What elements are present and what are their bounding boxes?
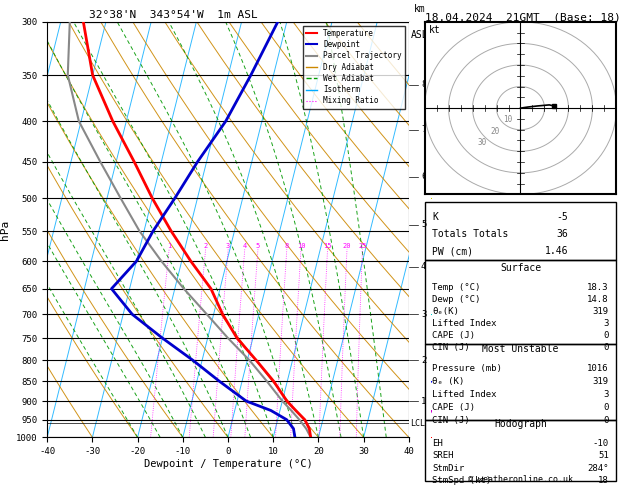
Y-axis label: hPa: hPa <box>1 220 11 240</box>
Text: StmSpd (kt): StmSpd (kt) <box>432 476 491 485</box>
Text: ASL: ASL <box>411 30 429 40</box>
Text: K: K <box>432 212 438 222</box>
Text: 0: 0 <box>603 403 609 412</box>
Text: 1: 1 <box>421 397 426 405</box>
Text: kt: kt <box>428 25 440 35</box>
Text: Lifted Index: Lifted Index <box>432 319 497 329</box>
Text: 10: 10 <box>503 115 513 124</box>
Text: 36: 36 <box>557 229 569 239</box>
Text: Totals Totals: Totals Totals <box>432 229 509 239</box>
Text: Most Unstable: Most Unstable <box>482 344 559 354</box>
Text: 51: 51 <box>598 451 609 461</box>
Bar <box>425 344 616 420</box>
Text: 1016: 1016 <box>587 364 609 373</box>
Text: -5: -5 <box>557 212 569 222</box>
Text: 7: 7 <box>421 125 426 134</box>
Text: 25: 25 <box>358 243 367 249</box>
Text: 1: 1 <box>167 243 171 249</box>
Text: km: km <box>414 3 426 14</box>
Text: 18.04.2024  21GMT  (Base: 18): 18.04.2024 21GMT (Base: 18) <box>425 12 620 22</box>
Text: 10: 10 <box>297 243 305 249</box>
Text: PW (cm): PW (cm) <box>432 246 474 256</box>
Text: 1.46: 1.46 <box>545 246 569 256</box>
Text: 2: 2 <box>203 243 208 249</box>
Text: CIN (J): CIN (J) <box>432 416 470 425</box>
Text: Dewp (°C): Dewp (°C) <box>432 295 481 304</box>
X-axis label: Dewpoint / Temperature (°C): Dewpoint / Temperature (°C) <box>143 459 313 469</box>
Text: 14.8: 14.8 <box>587 295 609 304</box>
Text: 8: 8 <box>421 80 426 89</box>
Text: Surface: Surface <box>500 263 541 273</box>
Text: 319: 319 <box>593 307 609 316</box>
Text: Temp (°C): Temp (°C) <box>432 283 481 292</box>
Text: 8: 8 <box>285 243 289 249</box>
Text: SREH: SREH <box>432 451 454 461</box>
Text: CAPE (J): CAPE (J) <box>432 403 476 412</box>
Text: Pressure (mb): Pressure (mb) <box>432 364 502 373</box>
Text: 4: 4 <box>421 262 426 271</box>
Bar <box>425 260 616 344</box>
Bar <box>425 202 616 260</box>
Text: 3: 3 <box>603 319 609 329</box>
Text: 5: 5 <box>421 220 426 229</box>
Text: CAPE (J): CAPE (J) <box>432 331 476 340</box>
Bar <box>425 420 616 481</box>
Text: EH: EH <box>432 439 443 448</box>
Text: StmDir: StmDir <box>432 464 464 473</box>
Text: 2: 2 <box>421 356 426 365</box>
Text: 20: 20 <box>491 126 499 136</box>
Text: 4: 4 <box>243 243 247 249</box>
Text: θₑ(K): θₑ(K) <box>432 307 459 316</box>
Text: -10: -10 <box>593 439 609 448</box>
Text: 0: 0 <box>603 416 609 425</box>
Text: θₑ (K): θₑ (K) <box>432 377 464 386</box>
Text: 20: 20 <box>343 243 351 249</box>
Text: 0: 0 <box>603 343 609 352</box>
Text: LCL: LCL <box>410 419 425 428</box>
Text: CIN (J): CIN (J) <box>432 343 470 352</box>
Text: 3: 3 <box>226 243 230 249</box>
Text: 319: 319 <box>593 377 609 386</box>
Text: 6: 6 <box>421 173 426 181</box>
Text: Hodograph: Hodograph <box>494 419 547 430</box>
Text: 18.3: 18.3 <box>587 283 609 292</box>
Text: 0: 0 <box>603 331 609 340</box>
Text: 18: 18 <box>598 476 609 485</box>
Text: Lifted Index: Lifted Index <box>432 390 497 399</box>
Text: 30: 30 <box>477 138 487 147</box>
Text: 3: 3 <box>421 310 426 319</box>
Text: 284°: 284° <box>587 464 609 473</box>
Text: © weatheronline.co.uk: © weatheronline.co.uk <box>468 474 573 484</box>
Text: 15: 15 <box>323 243 331 249</box>
Text: 3: 3 <box>603 390 609 399</box>
Text: 5: 5 <box>256 243 260 249</box>
Title: 32°38'N  343°54'W  1m ASL: 32°38'N 343°54'W 1m ASL <box>89 10 258 20</box>
Legend: Temperature, Dewpoint, Parcel Trajectory, Dry Adiabat, Wet Adiabat, Isotherm, Mi: Temperature, Dewpoint, Parcel Trajectory… <box>303 26 405 108</box>
